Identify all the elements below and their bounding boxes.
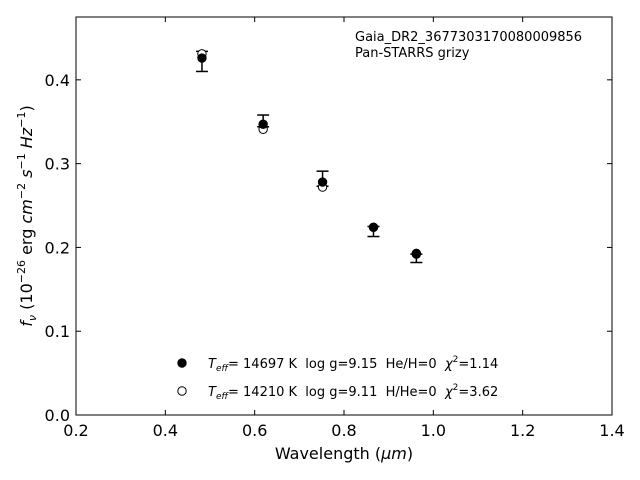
legend-entry-2: Teff= 14210 K log g=9.11 H/He=0 χ2=3.62 [208, 383, 498, 402]
x-tick-label: 0.8 [331, 421, 356, 440]
x-tick-label: 1.2 [510, 421, 535, 440]
data-markers [197, 49, 422, 259]
y-axis-label: fν (10−26 erg cm−2 s−1 Hz−1) [15, 105, 39, 326]
model-point-filled [317, 177, 328, 187]
legend: Teff= 14697 K log g=9.15 He/H=0 χ2=1.14 … [177, 355, 498, 402]
axis-ticks: 0.2 0.4 0.6 0.8 1.0 1.2 1.4 0.0 0.1 0.2 0.3 0.4 [45, 17, 625, 440]
annotation-object-id: Gaia_DR2_3677303170080009856 [355, 30, 582, 45]
error-bars [195, 50, 423, 264]
y-tick-label: 0.4 [45, 71, 70, 90]
plot-frame [75, 16, 613, 416]
legend-entry-1: Teff= 14697 K log g=9.15 He/H=0 χ2=1.14 [208, 355, 498, 374]
x-tick-label: 0.6 [242, 421, 267, 440]
x-tick-label: 0.4 [153, 421, 178, 440]
model-point-filled [411, 249, 422, 259]
x-axis-label: Wavelength (μm) [275, 444, 413, 463]
legend-marker-open [177, 386, 187, 396]
y-tick-label: 0.0 [45, 406, 70, 425]
model-point-filled [197, 53, 207, 63]
y-tick-label: 0.2 [45, 238, 70, 257]
annotation-survey: Pan-STARRS grizy [355, 46, 470, 61]
y-tick-label: 0.3 [45, 155, 70, 174]
x-tick-label: 1.0 [421, 421, 446, 440]
model-point-filled [368, 222, 379, 233]
legend-marker-filled [177, 358, 187, 368]
x-tick-label: 0.2 [63, 421, 88, 440]
x-tick-label: 1.4 [599, 421, 624, 440]
y-tick-label: 0.1 [45, 322, 70, 341]
model-point-filled [258, 119, 268, 129]
